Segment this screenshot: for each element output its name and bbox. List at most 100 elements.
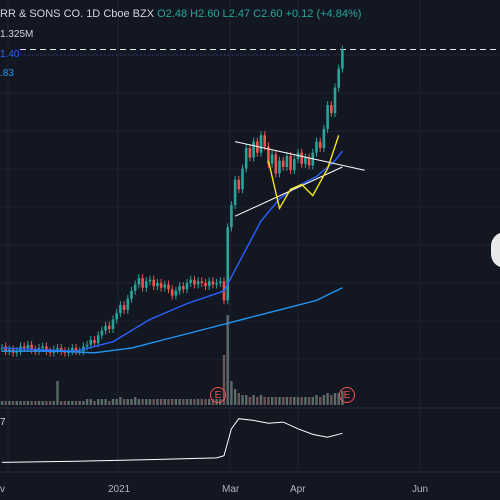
volume-bar [63,401,67,405]
candle-body [196,281,200,285]
volume-bar [248,397,252,405]
volume-bar [267,397,270,405]
candle-body [293,159,296,171]
volume-bar [200,399,203,405]
candle-body [207,281,211,287]
x-tick-label: Mar [222,484,240,495]
candle-body [256,141,259,153]
candle-body [145,281,148,288]
candle-body [26,344,30,349]
volume-bar [11,401,15,405]
volume-bar [304,397,307,405]
candle-body [259,135,263,153]
candle-body [115,313,118,320]
volume-legend: 1.325M [0,29,34,40]
candle-body [211,281,215,285]
candle-body [108,325,111,329]
volume-bar [211,399,215,405]
price-change: +0.12 (+4.84%) [285,8,362,20]
drawings [234,135,365,217]
yellow-pattern-line [267,135,340,211]
volume-bar [208,399,211,405]
earnings-marker[interactable]: E [210,387,226,403]
candle-body [193,279,196,285]
volume-bar [178,399,181,405]
volume-bar [41,401,44,405]
volume-bar [282,397,285,405]
moving-averages [1,150,343,354]
candle-body [22,346,26,349]
candle-body [15,351,19,353]
volume-bar [100,399,104,405]
candle-body [226,227,229,301]
candle-body [167,284,170,290]
volume-bar [108,401,111,405]
volume-bar [126,399,129,405]
candle-body [307,157,311,166]
interval: 1D [86,8,101,20]
x-tick-label: 2021 [108,484,131,495]
volume-bar [300,397,303,405]
candle-body [74,348,78,352]
ma-slow-legend: .83 [0,68,14,79]
volume-bar [241,395,244,405]
ohlc-values: O2.48 H2.60 L2.47 C2.60 [157,8,283,20]
triangle-upper-line [234,141,365,171]
candle-body [322,128,326,148]
candle-body [104,325,107,331]
volume-bar [104,399,107,405]
volume-bar [156,399,159,405]
candle-body [85,344,89,347]
candle-body [270,154,274,164]
earnings-marker[interactable]: E [339,387,355,403]
volume-bar [182,399,185,405]
volume-bar [115,399,118,405]
side-panel-toggle[interactable] [491,232,500,268]
candle-body [330,105,333,114]
candle-body [274,154,278,174]
volume-bar [37,401,41,405]
volume-bars [0,315,344,405]
candle-body [141,278,144,288]
candle-body [185,282,189,290]
candle-body [152,279,155,287]
candle-body [48,351,52,353]
candle-body [252,141,255,158]
volume-bar [137,399,141,405]
volume-bar [163,399,166,405]
volume-bar [159,399,163,405]
volume-bar [285,397,289,405]
volume-bar [97,399,100,405]
candle-body [230,205,233,228]
volume-bar [23,401,26,405]
volume-bar [8,401,11,405]
volume-bar [78,401,81,405]
candle-body [278,160,281,174]
candle-body [170,289,174,296]
volume-bar [119,397,122,405]
candle-body [219,281,222,283]
volume-bar [307,397,311,405]
candle-body [119,305,122,314]
candle-body [200,281,204,283]
candle-body [215,282,218,285]
candle-body [244,147,248,169]
volume-bar [193,399,196,405]
candle-body [56,348,59,350]
candle-body [111,319,115,329]
candle-body [204,282,207,287]
volume-bar [222,355,226,405]
volume-bar [0,401,4,405]
candle-body [122,305,126,310]
candle-body [182,286,185,290]
volume-bar [326,393,329,405]
volume-bar [322,395,326,405]
volume-bar [56,381,59,405]
candle-body [248,147,252,158]
volume-bar [337,393,340,405]
indicator-line [1,418,343,463]
candle-body [341,49,344,69]
volume-bar [174,399,178,405]
exchange: Cboe BZX [103,8,155,20]
